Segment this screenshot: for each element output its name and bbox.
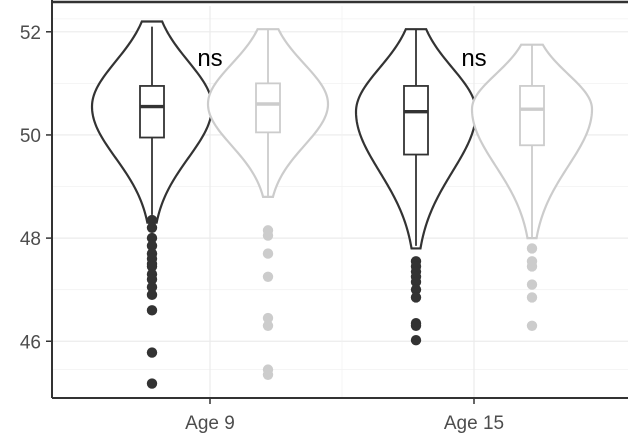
y-tick-label: 52 xyxy=(20,23,41,44)
outlier-point xyxy=(146,232,158,244)
outlier-point xyxy=(262,369,274,380)
outlier-point xyxy=(146,378,158,389)
outlier-point xyxy=(146,261,158,272)
outlier-point xyxy=(526,261,538,272)
outlier-point xyxy=(146,289,158,301)
outlier-point xyxy=(526,292,538,303)
annotation-ns-age-15: ns xyxy=(461,45,486,72)
axes xyxy=(46,0,628,404)
violin-group-1-2 xyxy=(354,28,478,346)
y-tick-label: 46 xyxy=(20,332,41,353)
outlier-point xyxy=(410,292,422,303)
x-tick-label: Age 15 xyxy=(444,413,504,434)
violin-group-2-2 xyxy=(470,43,594,331)
outlier-point xyxy=(526,279,538,290)
outlier-point xyxy=(262,230,274,241)
outlier-point xyxy=(410,335,422,346)
outlier-point xyxy=(146,240,158,252)
x-tick-label: Age 9 xyxy=(185,413,235,434)
y-tick-label: 50 xyxy=(20,126,41,147)
violin-group-2-1 xyxy=(206,28,330,380)
box xyxy=(519,85,545,147)
outlier-point xyxy=(146,214,158,226)
outlier-point xyxy=(262,320,274,331)
outlier-point xyxy=(146,281,158,293)
violins xyxy=(90,20,594,389)
outlier-point xyxy=(410,320,422,331)
violin-group-1-1 xyxy=(90,20,214,389)
box xyxy=(255,82,281,134)
outlier-point xyxy=(526,320,538,331)
annotation-ns-age-9: ns xyxy=(197,45,222,72)
outlier-point xyxy=(146,222,158,233)
outlier-point xyxy=(262,248,274,259)
box xyxy=(403,85,429,156)
outlier-point xyxy=(262,271,274,282)
outlier-point xyxy=(262,312,274,324)
outlier-point xyxy=(146,305,158,316)
y-tick-label: 48 xyxy=(20,229,41,250)
outlier-point xyxy=(410,276,422,288)
outlier-point xyxy=(146,274,158,285)
outlier-point xyxy=(526,243,538,254)
outlier-point xyxy=(146,347,158,358)
box xyxy=(139,85,165,139)
tick-labels: 46 48 50 52 Age 9 Age 15 xyxy=(20,23,504,434)
outlier-point xyxy=(410,284,422,295)
